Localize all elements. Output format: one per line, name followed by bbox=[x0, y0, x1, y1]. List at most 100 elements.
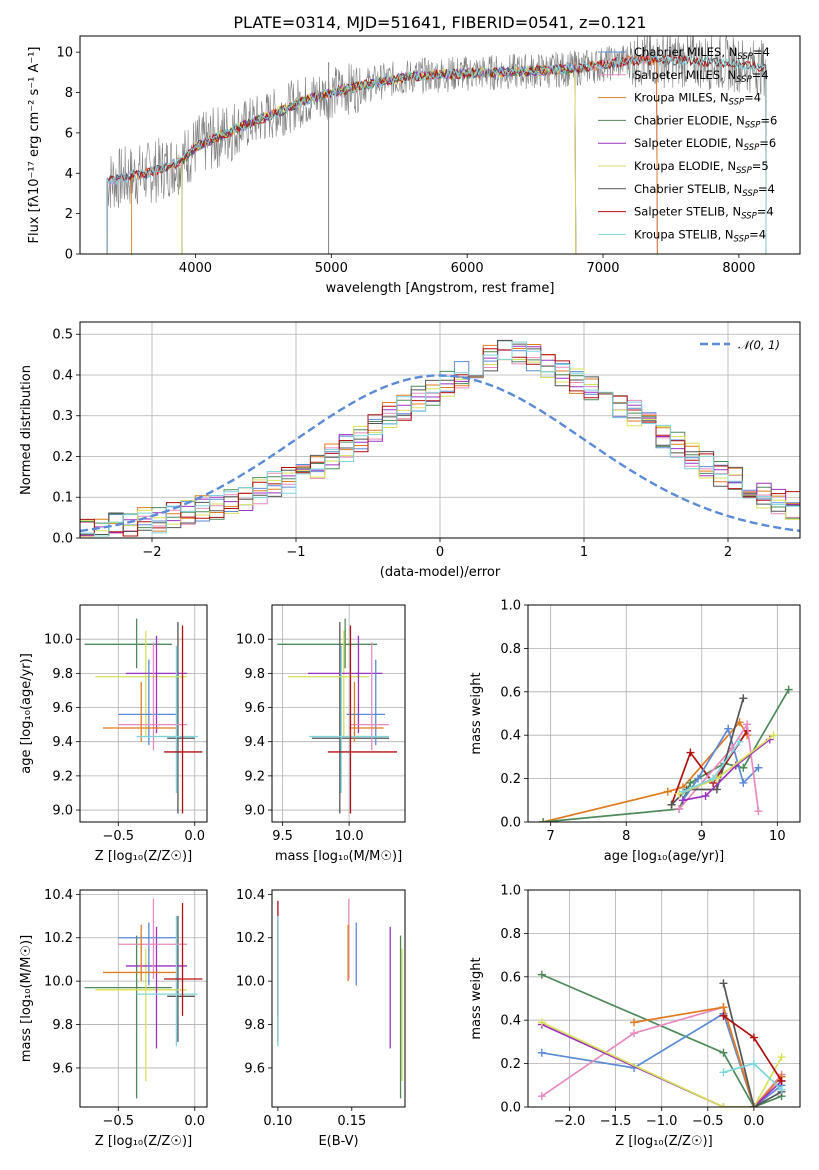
x-tick-label: −0.5 bbox=[692, 1114, 724, 1129]
x-tick-label: 0 bbox=[436, 545, 444, 560]
y-tick-label: 1.0 bbox=[500, 599, 521, 614]
model-spectrum-kroupa_stelib bbox=[106, 54, 767, 254]
x-tick-label: 8000 bbox=[722, 261, 755, 276]
x-tick-label: −1.5 bbox=[600, 1114, 632, 1129]
y-tick-label: 0.0 bbox=[500, 816, 521, 831]
y-tick-label: 9.6 bbox=[52, 1061, 73, 1076]
y-tick-label: 9.6 bbox=[244, 1061, 265, 1076]
x-tick-label: 4000 bbox=[179, 261, 212, 276]
legend-label-salpeter_miles: Salpeter MILES, NSSP=4 bbox=[634, 68, 769, 85]
weight-line-salpeter_stelib bbox=[670, 730, 748, 805]
x-tick-label: 6000 bbox=[451, 261, 484, 276]
model-spectrum-salpeter_elodie bbox=[181, 64, 577, 254]
plot-area bbox=[84, 898, 203, 1099]
y-tick-label: 0.8 bbox=[500, 642, 521, 657]
x-tick-label: −0.5 bbox=[102, 829, 134, 844]
weight-marker-salpeter_miles bbox=[537, 1092, 546, 1101]
weight-marker-chabrier_elodie bbox=[719, 1048, 728, 1057]
legend-label-salpeter_elodie: Salpeter ELODIE, NSSP=6 bbox=[634, 136, 776, 153]
normal-curve bbox=[80, 374, 800, 533]
weight-marker-kroupa_miles bbox=[719, 1003, 728, 1012]
legend-label-chabrier_stelib: Chabrier STELIB, NSSP=4 bbox=[634, 182, 775, 199]
y-tick-label: 6 bbox=[65, 126, 73, 141]
weight-marker-salpeter_stelib bbox=[749, 1033, 758, 1042]
x-tick-label: −1 bbox=[286, 545, 305, 560]
weight-marker-kroupa_stelib bbox=[777, 1085, 786, 1094]
y-tick-label: 0.1 bbox=[52, 491, 73, 506]
weight-line-chabrier_stelib bbox=[722, 983, 783, 1107]
x-tick-label: 5000 bbox=[315, 261, 348, 276]
weight-marker-chabrier_stelib bbox=[667, 800, 676, 809]
panel-residuals: −2 −1 0 1 2 0.0 0.1 0.2 0.3 0.4 0.5 (data-model)/er… bbox=[19, 321, 801, 580]
y-tick-label: 9.8 bbox=[244, 1018, 265, 1033]
plot-area bbox=[277, 898, 403, 1099]
y-axis-label: Normed distribution bbox=[19, 365, 34, 495]
histogram-kroupa_miles bbox=[80, 344, 800, 537]
axes-frame bbox=[271, 889, 406, 1108]
y-tick-label: 10.2 bbox=[236, 931, 265, 946]
legend-label-chabrier_elodie: Chabrier ELODIE, NSSP=6 bbox=[634, 113, 777, 130]
model-spectrum-chabrier_elodie bbox=[181, 63, 577, 254]
weight-marker-chabrier_miles bbox=[724, 724, 733, 733]
panel-age_vs_mass: 9.5 10.0 9.0 9.2 9.4 9.6 9.8 10.0 mass [log₁₀(M/… bbox=[236, 604, 406, 864]
weight-line-kroupa_elodie bbox=[541, 1021, 783, 1107]
x-tick-label: −2 bbox=[142, 545, 161, 560]
plot-area bbox=[277, 618, 398, 814]
weight-marker-chabrier_stelib bbox=[719, 979, 728, 988]
y-tick-label: 9.8 bbox=[52, 1018, 73, 1033]
plot-area bbox=[84, 618, 203, 814]
plot-area bbox=[539, 685, 793, 822]
x-axis-label: wavelength [Angstrom, rest frame] bbox=[326, 281, 555, 296]
weight-marker-salpeter_miles bbox=[754, 807, 763, 816]
weight-marker-kroupa_stelib bbox=[735, 737, 744, 746]
axes-frame bbox=[79, 35, 801, 255]
weight-marker-kroupa_elodie bbox=[537, 1018, 546, 1027]
x-axis-label: Z [log₁₀(Z/Z☉)] bbox=[95, 1134, 192, 1149]
x-tick-label: 9.5 bbox=[272, 829, 293, 844]
weight-line-kroupa_miles bbox=[633, 1006, 783, 1107]
legend-label-kroupa_miles: Kroupa MILES, NSSP=4 bbox=[634, 91, 761, 108]
weight-marker-salpeter_stelib bbox=[719, 1011, 728, 1020]
weight-marker-chabrier_miles bbox=[694, 774, 702, 783]
axes-frame bbox=[79, 604, 208, 823]
weight-line-salpeter_elodie bbox=[682, 738, 771, 802]
y-tick-label: 9.4 bbox=[244, 735, 265, 750]
weight-marker-chabrier_elodie bbox=[739, 763, 748, 772]
y-tick-label: 0.4 bbox=[500, 729, 521, 744]
weight-marker-chabrier_elodie bbox=[784, 685, 793, 694]
x-tick-label: 8 bbox=[622, 829, 630, 844]
panel-age_vs_Z: −0.5 0.0 9.0 9.2 9.4 9.6 9.8 10.0 Z [log₁₀(Z/Z☉)… bbox=[19, 604, 208, 864]
x-tick-label: 7000 bbox=[586, 261, 619, 276]
weight-marker-kroupa_stelib bbox=[749, 1059, 758, 1068]
y-tick-label: 10.0 bbox=[44, 975, 73, 990]
model-spectrum-kroupa_miles bbox=[131, 54, 658, 254]
y-tick-label: 10.0 bbox=[44, 633, 73, 648]
weight-marker-salpeter_elodie bbox=[678, 796, 687, 805]
weight-marker-chabrier_stelib bbox=[739, 694, 748, 703]
x-axis-label: E(B-V) bbox=[318, 1134, 358, 1149]
y-tick-label: 0.0 bbox=[500, 1101, 521, 1116]
weight-marker-salpeter_stelib bbox=[686, 748, 695, 757]
y-tick-label: 10.2 bbox=[44, 931, 73, 946]
weight-line-salpeter_miles bbox=[678, 721, 760, 812]
weight-marker-salpeter_miles bbox=[743, 720, 752, 729]
y-tick-label: 0.6 bbox=[500, 685, 521, 700]
plot-area bbox=[537, 970, 786, 1107]
observed-spectrum bbox=[106, 36, 767, 209]
y-tick-label: 0.4 bbox=[52, 368, 73, 383]
x-tick-label: 1 bbox=[580, 545, 588, 560]
y-axis-label: mass weight bbox=[469, 957, 484, 1039]
y-tick-label: 0.6 bbox=[500, 970, 521, 985]
figure-title: PLATE=0314, MJD=51641, FIBERID=0541, z=0… bbox=[233, 13, 646, 32]
legend-label-normal: 𝒩(0, 1) bbox=[738, 338, 780, 352]
legend-label-kroupa_elodie: Kroupa ELODIE, NSSP=5 bbox=[634, 159, 769, 176]
y-tick-label: 0.3 bbox=[52, 409, 73, 424]
weight-marker-kroupa_elodie bbox=[719, 1103, 728, 1107]
y-tick-label: 8 bbox=[65, 86, 73, 101]
weight-marker-chabrier_stelib bbox=[749, 1103, 758, 1107]
weight-marker-kroupa_elodie bbox=[777, 1053, 786, 1062]
model-spectrum-salpeter_stelib bbox=[106, 53, 767, 254]
y-tick-label: 2 bbox=[65, 207, 73, 222]
x-axis-label: Z [log₁₀(Z/Z☉)] bbox=[615, 1134, 712, 1149]
weight-marker-kroupa_miles bbox=[630, 1018, 639, 1027]
